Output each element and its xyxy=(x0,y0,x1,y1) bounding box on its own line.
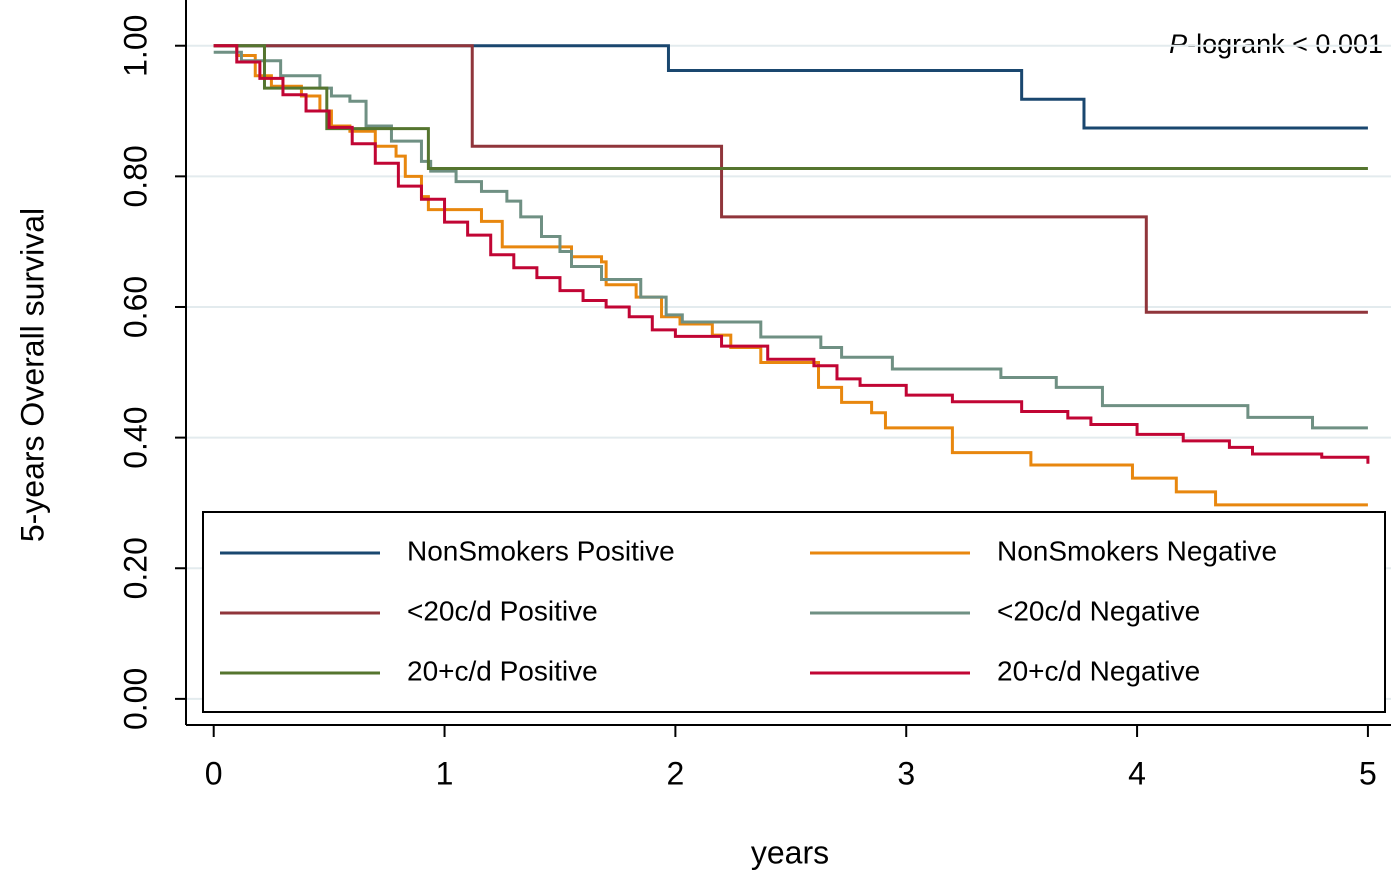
y-tick-label: 0.20 xyxy=(117,537,153,599)
y-tick-label: 0.40 xyxy=(117,406,153,468)
legend-label: <20c/d Positive xyxy=(407,595,598,626)
survival-curve xyxy=(213,44,1368,171)
y-axis-label: 5-years Overall survival xyxy=(14,208,50,542)
annotation-text: -logrank < 0.001 xyxy=(1187,29,1383,59)
x-tick-label: 3 xyxy=(897,755,915,791)
legend-label: <20c/d Negative xyxy=(997,595,1200,626)
y-tick-label: 0.80 xyxy=(117,145,153,207)
annotation-italic: P xyxy=(1169,29,1187,59)
y-tick-label: 0.60 xyxy=(117,276,153,338)
x-tick-label: 4 xyxy=(1128,755,1146,791)
legend-label: NonSmokers Positive xyxy=(407,535,675,566)
annotation: P-logrank < 0.001 xyxy=(1169,29,1383,59)
legend-label: 20+c/d Positive xyxy=(407,655,598,686)
legend-box xyxy=(202,511,1386,713)
x-tick-label: 0 xyxy=(205,755,223,791)
y-tick-label: 1.00 xyxy=(117,15,153,77)
x-tick-label: 5 xyxy=(1359,755,1377,791)
survival-curve xyxy=(213,50,1368,430)
legend: NonSmokers Positive NonSmokers Negative <2… xyxy=(202,511,1386,713)
survival-curve xyxy=(213,44,1368,314)
legend-label: NonSmokers Negative xyxy=(997,535,1277,566)
legend-label: 20+c/d Negative xyxy=(997,655,1200,686)
x-tick-label: 1 xyxy=(436,755,454,791)
survival-curve xyxy=(213,44,1368,130)
x-tick-label: 2 xyxy=(666,755,684,791)
survival-curve xyxy=(213,44,1368,507)
survival-curve xyxy=(213,44,1370,464)
y-tick-label: 0.00 xyxy=(117,668,153,730)
x-axis-label: years xyxy=(751,834,829,870)
